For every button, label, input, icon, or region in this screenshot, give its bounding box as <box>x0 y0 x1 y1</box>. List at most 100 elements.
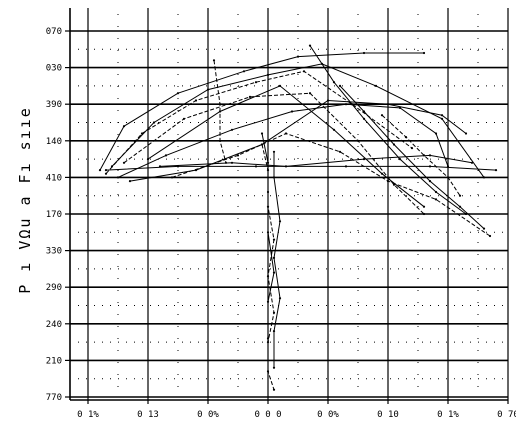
y-tick-label: 410 <box>46 173 62 183</box>
series-13-point-5 <box>272 271 276 274</box>
series-11-point-1 <box>260 143 264 146</box>
series-4-point-2 <box>164 154 168 157</box>
series-10-point-1 <box>104 169 108 172</box>
series-2-point-4 <box>254 81 258 84</box>
series-16-point-4 <box>398 158 402 161</box>
series-line-14 <box>213 60 227 163</box>
series-6-point-1 <box>128 180 132 183</box>
series-group <box>98 44 498 391</box>
series-line-9 <box>159 154 473 167</box>
series-17-point-1 <box>380 114 384 117</box>
series-6-point-5 <box>386 103 390 106</box>
x-tick-label: 0 0% <box>317 410 339 420</box>
series-4-point-1 <box>116 176 120 179</box>
series-9-point-4 <box>362 158 366 161</box>
series-3-point-3 <box>206 88 210 91</box>
series-12-point-1 <box>272 150 276 153</box>
series-4-point-4 <box>290 110 294 113</box>
series-11-point-9 <box>272 388 276 391</box>
x-tick-label: 0 70 <box>497 410 516 420</box>
series-1-point-7 <box>422 51 426 55</box>
x-tick-label: 0 0 0 <box>254 410 281 420</box>
series-3-point-8 <box>482 176 486 179</box>
series-7-point-3 <box>278 84 282 87</box>
series-10-point-4 <box>344 165 348 168</box>
series-13-point-2 <box>266 161 270 164</box>
series-2-point-5 <box>302 70 306 73</box>
series-1-point-3 <box>176 92 180 95</box>
series-15-point-4 <box>428 180 432 183</box>
series-7-point-1 <box>146 158 150 161</box>
series-12-point-4 <box>272 256 276 259</box>
series-16-point-5 <box>434 190 438 194</box>
series-7-point-4 <box>332 128 336 131</box>
series-6-point-6 <box>440 114 444 117</box>
series-4-point-3 <box>230 128 234 131</box>
series-8-point-1 <box>170 176 174 179</box>
series-line-16 <box>309 45 467 215</box>
series-16-point-6 <box>464 212 468 216</box>
series-15-point-3 <box>392 143 396 146</box>
x-tick-labels: 0 1% 0 13 0 0% 0 0 0 0 0% 0 10 0 1% 0 70 <box>77 400 516 420</box>
series-8-point-5 <box>386 180 390 183</box>
series-5-point-5 <box>356 139 360 142</box>
grid-lines <box>70 8 509 400</box>
series-15-point-5 <box>458 205 462 208</box>
series-5-point-7 <box>422 212 426 216</box>
y-tick-label: 070 <box>46 27 62 37</box>
series-16-point-1 <box>308 44 312 47</box>
series-11-point-5 <box>266 275 270 278</box>
series-15-point-6 <box>482 227 486 230</box>
series-14-point-3 <box>218 139 222 142</box>
series-17-point-2 <box>404 136 408 139</box>
series-14-point-4 <box>224 161 228 164</box>
series-8-point-3 <box>284 132 288 135</box>
series-line-7 <box>147 85 425 208</box>
x-tick-label: 0 1% <box>437 410 459 420</box>
series-2-point-1 <box>104 172 108 175</box>
series-5-point-1 <box>122 161 126 164</box>
series-11-point-8 <box>266 370 270 373</box>
series-1-point-6 <box>362 51 366 55</box>
series-10-point-5 <box>428 165 432 168</box>
series-17-point-4 <box>446 176 450 179</box>
series-15-point-2 <box>362 110 366 113</box>
series-16-point-2 <box>332 81 336 84</box>
series-10-point-3 <box>254 165 258 168</box>
series-7-point-6 <box>422 205 426 208</box>
y-tick-label: 140 <box>46 137 62 147</box>
series-line-8 <box>171 132 491 237</box>
series-6-point-7 <box>464 132 468 135</box>
series-7-point-5 <box>380 172 384 175</box>
series-3-point-2 <box>152 121 156 124</box>
y-tick-label: 330 <box>46 247 62 257</box>
series-13-point-6 <box>266 300 270 303</box>
series-6-point-4 <box>326 99 330 102</box>
series-5-point-2 <box>182 117 186 120</box>
series-12-point-3 <box>278 220 282 223</box>
series-12-point-7 <box>272 366 276 369</box>
y-tick-label: 240 <box>46 320 62 330</box>
series-1-point-5 <box>296 55 300 58</box>
series-3-point-1 <box>110 165 114 168</box>
series-15-point-1 <box>338 84 342 87</box>
series-1-point-1 <box>98 169 102 172</box>
series-line-12 <box>273 151 281 368</box>
y-tick-label: 390 <box>46 100 62 110</box>
series-line-15 <box>339 85 485 229</box>
dotted-guides <box>78 14 504 396</box>
y-tick-label: 170 <box>46 210 62 220</box>
series-13-point-4 <box>266 231 270 234</box>
series-8-point-7 <box>488 234 492 238</box>
x-tick-label: 0 10 <box>377 410 399 420</box>
y-tick-label: 770 <box>46 393 62 403</box>
series-5-point-3 <box>248 95 252 98</box>
series-13-point-7 <box>266 337 270 340</box>
series-13-point-3 <box>266 190 270 194</box>
y-tick-label: 290 <box>46 283 62 293</box>
series-3-point-4 <box>266 73 270 76</box>
series-12-point-2 <box>272 176 276 179</box>
series-3-point-6 <box>374 84 378 87</box>
series-8-point-2 <box>236 154 240 157</box>
